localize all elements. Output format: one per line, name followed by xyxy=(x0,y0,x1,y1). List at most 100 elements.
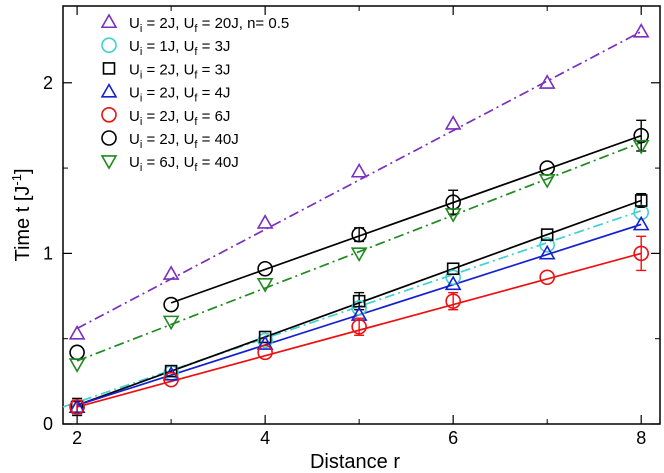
data-point xyxy=(539,269,555,286)
legend-label-part: = 6J xyxy=(197,108,230,125)
x-tick-label: 8 xyxy=(636,428,646,448)
legend-marker xyxy=(100,13,118,29)
legend-marker xyxy=(101,130,117,146)
legend-label-part: = 3J xyxy=(197,38,230,55)
legend-label-part: i xyxy=(140,162,142,174)
data-point xyxy=(257,332,273,349)
legend-marker xyxy=(100,155,118,170)
legend-label-part: U xyxy=(129,15,140,32)
data-point xyxy=(257,344,273,361)
data-point xyxy=(163,296,179,313)
legend-marker xyxy=(101,107,117,123)
legend-label-part: = 2J, U xyxy=(142,15,194,32)
data-point xyxy=(538,74,556,89)
data-point xyxy=(444,115,462,130)
data-point xyxy=(633,127,649,144)
legend-label-part: i xyxy=(140,139,142,151)
legend-marker xyxy=(100,82,118,98)
data-point xyxy=(162,315,180,331)
legend-label-part: = 6J, U xyxy=(142,154,194,171)
legend-label: Ui = 2J, Uf = 40J xyxy=(129,131,239,151)
legend-label-part: U xyxy=(129,61,140,78)
data-point xyxy=(632,139,650,155)
legend-label-part: i xyxy=(140,93,142,105)
data-point xyxy=(257,260,273,277)
data-point xyxy=(539,237,555,253)
data-point xyxy=(68,398,86,413)
data-point xyxy=(351,318,367,335)
legend-label: Ui = 1J, Uf = 3J xyxy=(129,38,230,58)
data-point xyxy=(444,275,462,291)
data-point xyxy=(162,265,180,280)
fit-line xyxy=(170,134,642,304)
legend-label-part: f xyxy=(194,69,198,81)
legend-label: Ui = 2J, Uf = 3J xyxy=(129,61,230,81)
data-point xyxy=(540,228,554,241)
legend-label-part: i xyxy=(140,46,142,58)
fit-line xyxy=(76,141,642,362)
legend-label-part: f xyxy=(194,116,198,128)
x-tick-label: 6 xyxy=(448,428,458,448)
data-point xyxy=(633,245,649,262)
data-point xyxy=(69,399,85,415)
legend-label-part: = 40J xyxy=(197,154,238,171)
data-point xyxy=(68,358,86,373)
y-tick-label: 1 xyxy=(43,243,53,263)
legend-label: Ui = 2J, Uf = 6J xyxy=(129,108,230,128)
legend-label: Ui = 6J, Uf = 40J xyxy=(129,154,239,174)
legend-label-part: f xyxy=(194,23,198,35)
data-points xyxy=(68,22,650,415)
data-point xyxy=(446,262,460,276)
data-point xyxy=(445,293,461,309)
data-point xyxy=(68,324,86,340)
data-point xyxy=(538,244,556,260)
legend-label-part: = 2J, U xyxy=(142,108,194,125)
legend-label-part: = 40J xyxy=(197,131,238,148)
legend-marker xyxy=(102,62,116,75)
legend-label-part: f xyxy=(194,139,198,151)
data-point xyxy=(634,194,648,207)
y-axis-label-sup: -1 xyxy=(9,174,24,186)
legend-label: Ui = 2J, Uf = 4J xyxy=(129,85,230,105)
legend: Ui = 2J, Uf = 20J, n= 0.5Ui = 1J, Uf = 3… xyxy=(100,13,289,174)
legend-label-part: = 2J, U xyxy=(142,85,194,102)
x-tick-label: 2 xyxy=(72,428,82,448)
data-point xyxy=(350,247,368,263)
data-point xyxy=(163,371,179,388)
data-point xyxy=(444,208,462,223)
y-axis-label-end: ] xyxy=(12,168,34,174)
legend-label-part: = 3J xyxy=(197,61,230,78)
legend-label-part: U xyxy=(129,38,140,55)
legend-label-part: U xyxy=(129,108,140,125)
legend-label-part: = 2J, U xyxy=(142,131,194,148)
data-point xyxy=(164,364,178,378)
data-point xyxy=(632,22,650,38)
data-point xyxy=(351,226,367,243)
y-axis-label: Time t [J-1] xyxy=(9,168,34,261)
x-axis-label: Distance r xyxy=(310,451,400,473)
legend-label-part: = 4J xyxy=(197,85,230,102)
data-point xyxy=(258,330,272,344)
legend-label-part: = 2J, U xyxy=(142,61,194,78)
legend-label: Ui = 2J, Uf = 20J, n= 0.5 xyxy=(129,15,289,35)
legend-label-part: = 1J, U xyxy=(142,38,194,55)
y-tick-label: 0 xyxy=(43,414,53,434)
y-tick-label: 2 xyxy=(43,73,53,93)
data-point xyxy=(256,278,274,293)
data-point xyxy=(632,215,650,231)
legend-label-part: f xyxy=(194,46,198,58)
data-point xyxy=(445,269,461,286)
data-point xyxy=(350,162,368,178)
data-point xyxy=(256,214,274,229)
legend-label-part: U xyxy=(129,85,140,102)
legend-label-part: U xyxy=(129,131,140,148)
data-point xyxy=(538,173,556,189)
data-point xyxy=(256,335,274,350)
legend-label-part: = 20J, n= 0.5 xyxy=(197,15,289,32)
y-axis-label-main: Time t [J xyxy=(12,186,34,262)
axis-ticks: 2 4 6 8 0 1 2 xyxy=(43,6,660,448)
legend-label-part: f xyxy=(194,93,198,105)
plot-frame xyxy=(62,5,661,425)
legend-label-part: f xyxy=(194,162,198,174)
